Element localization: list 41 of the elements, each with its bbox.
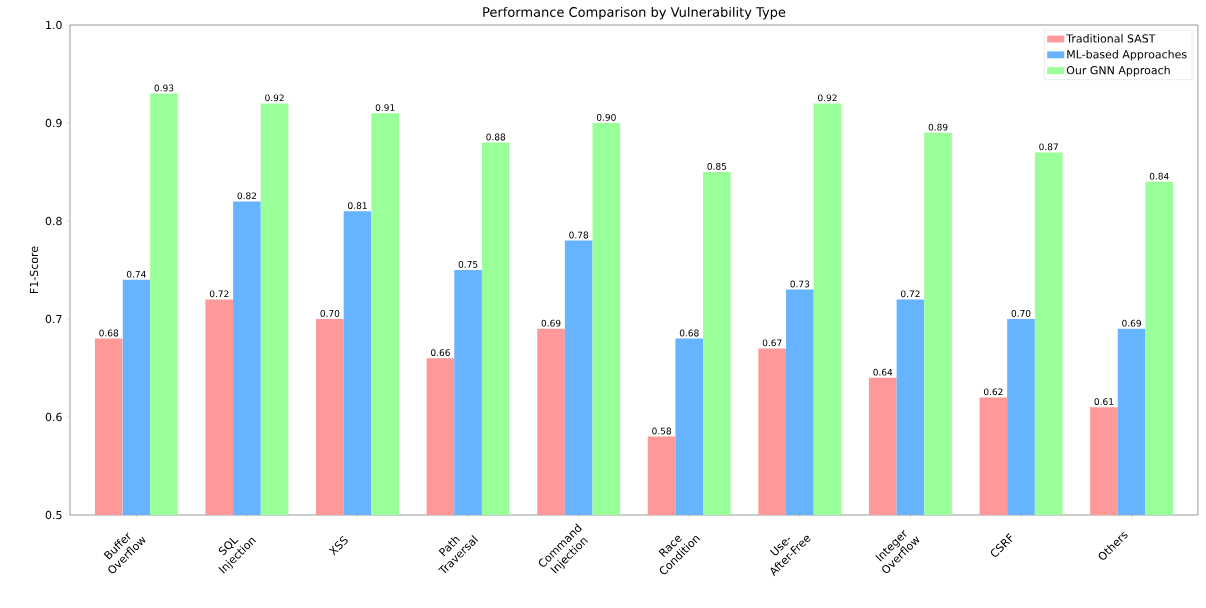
data-label: 0.70 bbox=[320, 309, 340, 317]
legend-label: Traditional SAST bbox=[1066, 34, 1156, 43]
data-label: 0.67 bbox=[762, 339, 782, 347]
data-label: 0.69 bbox=[1122, 319, 1141, 327]
y-tick-label: 0.6 bbox=[45, 412, 62, 422]
data-label: 0.68 bbox=[99, 329, 119, 337]
data-label: 0.78 bbox=[569, 231, 589, 239]
data-label: 0.81 bbox=[348, 202, 367, 209]
data-label: 0.68 bbox=[679, 329, 699, 337]
data-label: 0.92 bbox=[265, 94, 284, 102]
data-label: 0.74 bbox=[126, 270, 146, 278]
legend-label: Our GNN Approach bbox=[1066, 65, 1170, 77]
data-label: 0.88 bbox=[486, 133, 506, 141]
data-label: 0.89 bbox=[928, 123, 948, 131]
y-axis-title: F1-Score bbox=[29, 246, 39, 293]
y-tick-label: 0.5 bbox=[45, 510, 62, 520]
data-label: 0.64 bbox=[873, 368, 893, 376]
data-label: 0.84 bbox=[1149, 172, 1169, 180]
data-label: 0.70 bbox=[1011, 309, 1031, 317]
legend-label: ML-based Approaches bbox=[1067, 49, 1187, 61]
data-label: 0.91 bbox=[375, 104, 395, 111]
chart-title: Performance Comparison by Vulnerability Type bbox=[483, 6, 786, 20]
data-label: 0.62 bbox=[983, 388, 1003, 396]
data-label: 0.69 bbox=[541, 319, 561, 327]
data-label: 0.92 bbox=[818, 94, 837, 102]
y-tick-label: 0.9 bbox=[45, 118, 62, 128]
data-label: 0.61 bbox=[1094, 398, 1114, 405]
data-label: 0.90 bbox=[596, 113, 616, 121]
data-label: 0.85 bbox=[707, 162, 727, 170]
data-label: 0.82 bbox=[237, 192, 257, 200]
y-tick-label: 0.7 bbox=[45, 314, 62, 324]
data-label: 0.72 bbox=[901, 290, 920, 298]
data-label: 0.93 bbox=[154, 84, 174, 92]
data-label: 0.72 bbox=[209, 290, 229, 298]
data-label: 0.75 bbox=[458, 260, 478, 268]
data-label: 0.73 bbox=[790, 280, 810, 288]
y-tick-label: 1.0 bbox=[46, 20, 62, 30]
data-label: 0.87 bbox=[1039, 143, 1058, 151]
data-label: 0.58 bbox=[652, 427, 672, 435]
data-label: 0.66 bbox=[431, 349, 450, 356]
y-tick-label: 0.8 bbox=[45, 216, 62, 226]
